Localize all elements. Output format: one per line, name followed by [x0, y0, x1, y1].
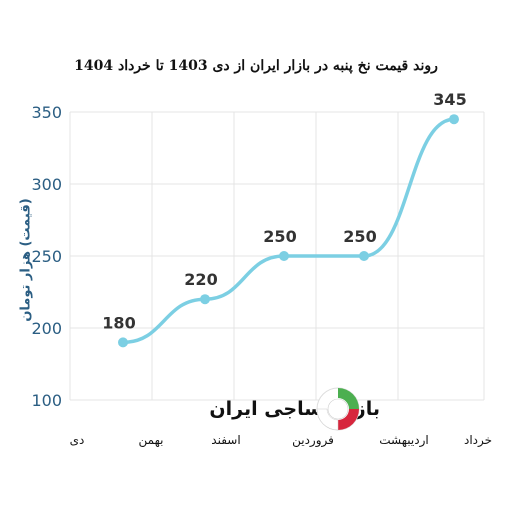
watermark-logo-icon	[316, 387, 360, 431]
y-tick-label: 300	[31, 175, 62, 194]
y-tick-label: 100	[31, 391, 62, 410]
data-label: 345	[433, 90, 466, 109]
data-label: 220	[184, 270, 217, 289]
y-tick-label: 200	[31, 319, 62, 338]
x-tick-label: بهمن	[139, 433, 164, 448]
data-markers	[118, 114, 459, 348]
x-tick-label: فروردین	[292, 433, 334, 448]
data-point	[279, 251, 289, 261]
grid-lines	[69, 111, 485, 401]
x-tick-labels: دی بهمن اسفند فروردین اردیبهشت خرداد	[70, 433, 492, 448]
chart-title: روند قیمت نخ پنبه در بازار ایران از دی 1…	[74, 58, 438, 74]
y-tick-label: 350	[31, 103, 62, 122]
chart-title-box: روند قیمت نخ پنبه در بازار ایران از دی 1…	[40, 42, 472, 90]
data-labels: 180 220 250 250 345	[102, 90, 466, 332]
data-label: 250	[263, 227, 296, 246]
data-point	[118, 337, 128, 348]
y-tick-label: 250	[31, 247, 62, 266]
data-label: 250	[343, 227, 376, 246]
watermark: بازار نساجی ایران	[150, 386, 380, 432]
y-axis-label-wrap: (قیمت) هزار تومان	[15, 198, 34, 321]
data-label: 180	[102, 313, 135, 332]
data-point	[359, 251, 369, 261]
x-tick-label: خرداد	[464, 433, 492, 448]
y-axis-label: (قیمت) هزار تومان	[18, 198, 34, 322]
y-tick-labels: 100 200 250 300 350	[31, 103, 62, 410]
x-tick-label: اردیبهشت	[379, 433, 428, 448]
data-point	[200, 294, 210, 305]
x-tick-label: دی	[70, 433, 85, 447]
x-tick-label: اسفند	[211, 433, 240, 447]
data-point	[449, 114, 459, 125]
